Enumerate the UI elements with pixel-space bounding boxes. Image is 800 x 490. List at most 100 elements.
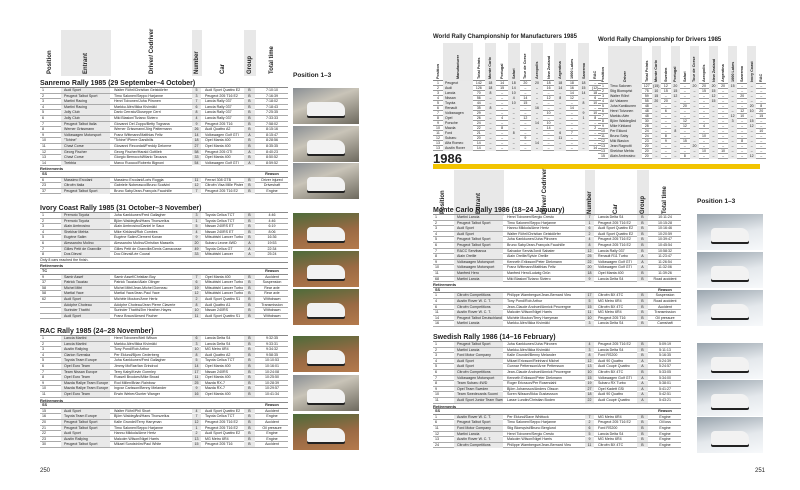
standings-cell: – <box>547 91 550 95</box>
cell-entrant: Austin Rover W. C. T. <box>454 437 503 443</box>
drivers-standings-table: World Rally Championship for Drivers 198… <box>598 37 766 159</box>
cell-time: Suspension <box>655 293 675 298</box>
cell-position: 1 <box>435 414 437 419</box>
cell-number: 11 <box>192 375 201 381</box>
cell-group: A <box>637 397 648 403</box>
section-title: RAC Rally 1985 (24–28 November) <box>40 328 288 336</box>
standings-cell: 6 <box>664 109 667 113</box>
cell-position: 6 <box>435 242 437 247</box>
cell-entrant: Citroën Competitions <box>454 369 503 375</box>
standings-cell: 14 <box>507 86 520 91</box>
standings-cell: – <box>524 131 527 135</box>
standings-row: 6 Henri Toivonen 48–6– – – – – – –12 10 20 <box>598 109 766 114</box>
cell-group: B <box>244 99 255 105</box>
standings-cell: – <box>703 119 705 123</box>
cell-group: B <box>244 88 255 93</box>
cell-group: B <box>244 280 255 286</box>
cell-number: 6 <box>585 425 594 431</box>
cell-car: Audi Sport Quattro S1 <box>205 296 241 301</box>
cell-car: Volkswagen Golf GTI <box>598 259 632 264</box>
standings-cell: – <box>722 124 725 128</box>
standings-column-header: Driver <box>608 46 642 84</box>
retirement-row: 13 Austin Rover W. C. T. Malcolm Wilson/Ni… <box>433 437 681 443</box>
cell-position: 1 <box>435 293 437 298</box>
cell-number: 7 <box>192 414 201 420</box>
retirement-row: 58 Martial Yace Martial Yace/Jean-Paul Yac… <box>40 291 288 297</box>
cell-driver: Kalle Grundel/Terry Harryman <box>114 419 162 424</box>
cell-entrant: Premoto Toyota <box>61 218 110 224</box>
standings-cell: – <box>651 104 662 109</box>
cell-position: 6 <box>42 240 44 245</box>
cell-position: 20 <box>42 419 46 424</box>
cell-number: 4 <box>192 115 201 121</box>
cell-driver: Franz Braun/Arwed Fischer <box>114 313 158 318</box>
standings-cell: Ari Vatanen <box>608 99 642 104</box>
standings-cell: – <box>703 144 705 148</box>
photos-label: Position 1–3 <box>293 72 332 79</box>
cell-time: 10:29:57 <box>265 386 279 391</box>
cell-time: 5:41:27 <box>659 386 671 391</box>
standings-cell: – <box>531 111 543 116</box>
standings-cell: 14 <box>500 81 505 85</box>
result-row: 6 Alessandro Molino Alessandro Molino/Chri… <box>40 240 288 247</box>
retirement-row: 22 Audi Sport Hannu Mikkola/Arne Hertz 2 Aud… <box>40 431 288 437</box>
cell-entrant: Peugeot Talbot Sport <box>454 242 503 248</box>
standings-cell: – <box>484 101 497 106</box>
cell-number: 8 <box>585 353 594 359</box>
standings-cell: – <box>689 104 700 109</box>
cell-position: 5 <box>42 110 44 115</box>
standings-cell: 15 <box>651 94 662 99</box>
column-header-group: Group <box>637 170 649 216</box>
cell-position: 6 <box>42 177 44 182</box>
cell-number: 5 <box>585 431 594 437</box>
retirement-row: 16 Martini Lancia Markku Alén/Ilkka Kivimä… <box>433 321 681 327</box>
cell-driver: Manfred Hero/Ludwig Grün <box>507 270 551 275</box>
standings-row: 10 Mazda 22–8– – –14– – –2 <box>433 126 601 131</box>
cell-driver: Giovanni Del Zoppo/Betty Tognana <box>114 121 170 126</box>
standings-row: 4 Ari Vatanen 55 20 20– – – –15– – – – – <box>598 99 766 104</box>
cell-driver: Mikael Ericsson/Reinhard Michel <box>507 358 560 363</box>
cell-group: A <box>244 149 255 155</box>
cell-car: Citroën BX 4TC <box>598 369 624 374</box>
cell-entrant: Gilles Petit de Granville <box>61 246 110 252</box>
standings-cell: Henri Toivonen <box>608 109 642 114</box>
retirement-row: 6 Citroën Competitions Jean-Claude Andruet… <box>433 304 681 311</box>
standings-row: 13 Jean Ragnotti 20– – – –20– – – – – – – <box>598 144 766 149</box>
cell-entrant: Peugeot Talbot Sport <box>61 442 110 448</box>
standings-cell: – <box>484 146 497 151</box>
standings-cell: Renault <box>443 106 473 111</box>
standings-cell: – <box>708 144 719 149</box>
retirement-row: 37 Patrick Tauziac Patrick Tauziac/Alain O… <box>40 280 288 286</box>
cell-car: Opel Manta 400 <box>205 155 231 160</box>
standings-cell: 10 <box>593 111 598 115</box>
cell-car: Audi Sport Quattro E2 <box>598 231 634 236</box>
cell-number: 33 <box>192 155 201 161</box>
column-header-number: Number <box>585 170 595 216</box>
cell-car: Peugeot 205 T16 E2 <box>598 242 631 247</box>
cell-position: 7 <box>42 369 44 374</box>
cell-position: 3 <box>435 353 437 358</box>
cell-time: 5:24:57 <box>659 364 671 369</box>
cell-position: 24 <box>435 442 439 447</box>
retirement-row: 14 Peugeot Talbot Deutschland Michèle Mout… <box>433 315 681 322</box>
standings-cell: 12 <box>601 139 605 143</box>
standings-cell: 20 <box>702 84 706 88</box>
standings-cell: – <box>664 104 667 108</box>
standings-cell: – <box>524 141 527 145</box>
standings-cell: 75 <box>644 89 649 93</box>
cell-time: Withdrawn <box>263 313 281 318</box>
cell-number: 19 <box>192 285 201 291</box>
cell-time: 10:25:50 <box>265 375 279 380</box>
cell-number: 18 <box>192 138 201 144</box>
cell-entrant: Volkswagen Motorsport <box>454 265 503 271</box>
cell-position: 4 <box>42 229 44 234</box>
standings-cell: 3 <box>727 119 738 124</box>
retirement-row: 37 Peugeot Talbot Sport Bruno Saby/Jean-Fr… <box>40 188 288 195</box>
cell-number: 25 <box>192 380 201 386</box>
standings-cell: – <box>683 144 686 148</box>
cell-entrant: Patrick Tauziac <box>61 280 110 286</box>
cell-entrant: Manfred Hero <box>454 270 503 276</box>
standings-cell: – <box>760 119 763 123</box>
cell-number: 2 <box>585 420 594 426</box>
result-row: 8 Werner Grissmann Werner Grissmann/Jörg P… <box>40 127 288 133</box>
